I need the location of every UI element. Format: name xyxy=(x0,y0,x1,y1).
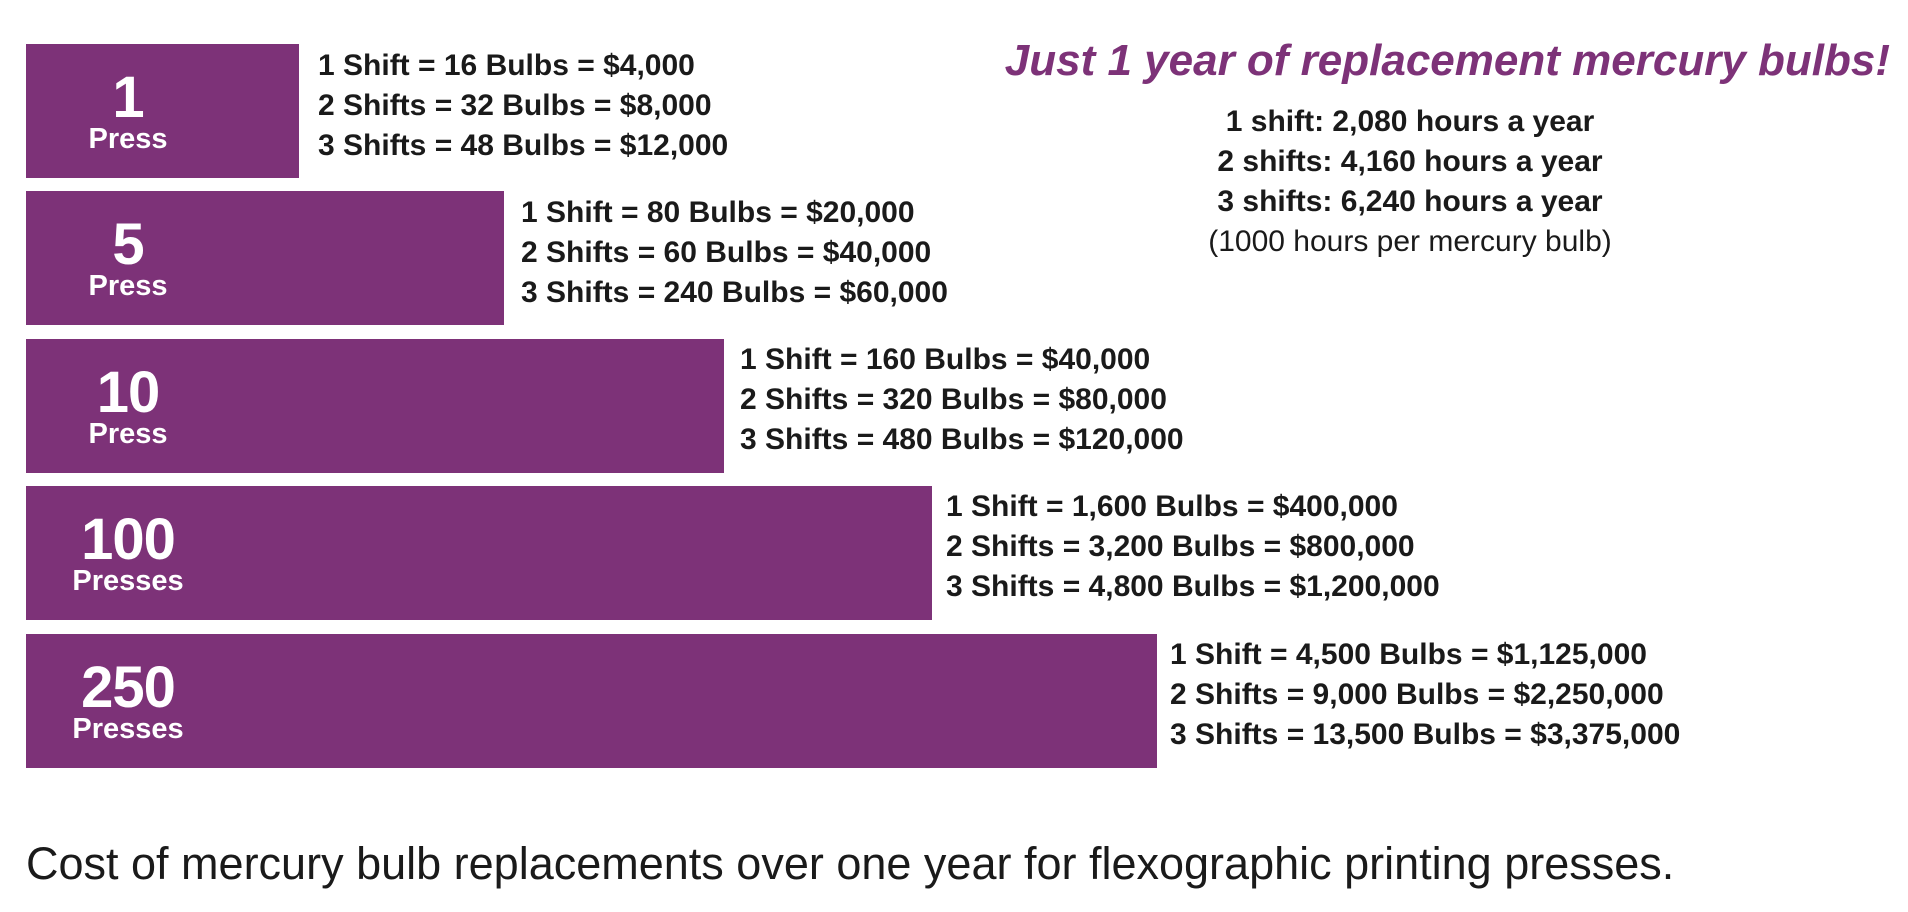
bar-label-10-press: 10 Press xyxy=(26,339,230,473)
bar-number: 10 xyxy=(96,359,161,425)
bar-10-press xyxy=(26,339,724,473)
cost-line: 2 Shifts = 3,200 Bulbs = $800,000 xyxy=(946,530,1415,563)
cost-line: 2 Shifts = 320 Bulbs = $80,000 xyxy=(740,383,1167,416)
bar-label-100-presses: 100 Presses xyxy=(26,486,230,620)
cost-line: 1 Shift = 80 Bulbs = $20,000 xyxy=(521,196,915,229)
cost-line: 1 Shift = 160 Bulbs = $40,000 xyxy=(740,343,1151,376)
bar-label-1-press: 1 Press xyxy=(26,44,230,178)
cost-lines-1-press: 1 Shift = 16 Bulbs = $4,000 2 Shifts = 3… xyxy=(318,46,728,166)
cost-line: 1 Shift = 1,600 Bulbs = $400,000 xyxy=(946,490,1398,523)
bar-unit: Presses xyxy=(72,564,184,597)
hours-note: 3 shifts: 6,240 hours a year xyxy=(1217,185,1603,218)
hours-info: 1 shift: 2,080 hours a year 2 shifts: 4,… xyxy=(1100,102,1720,262)
cost-lines-100-presses: 1 Shift = 1,600 Bulbs = $400,000 2 Shift… xyxy=(946,487,1440,607)
hours-note: 1 shift: 2,080 hours a year xyxy=(1225,105,1595,138)
bar-label-5-press: 5 Press xyxy=(26,191,230,325)
bar-unit: Press xyxy=(88,417,168,450)
bar-100-presses xyxy=(26,486,932,620)
cost-line: 2 Shifts = 9,000 Bulbs = $2,250,000 xyxy=(1170,678,1664,711)
bar-5-press xyxy=(26,191,504,325)
cost-lines-5-press: 1 Shift = 80 Bulbs = $20,000 2 Shifts = … xyxy=(521,193,948,313)
hours-note: 2 shifts: 4,160 hours a year xyxy=(1217,145,1603,178)
cost-line: 1 Shift = 16 Bulbs = $4,000 xyxy=(318,49,695,82)
cost-line: 3 Shifts = 480 Bulbs = $120,000 xyxy=(740,423,1184,456)
bar-1-press xyxy=(26,44,299,178)
bulb-life-note: (1000 hours per mercury bulb) xyxy=(1208,225,1612,258)
cost-line: 3 Shifts = 13,500 Bulbs = $3,375,000 xyxy=(1170,718,1681,751)
chart-title: Just 1 year of replacement mercury bulbs… xyxy=(1004,36,1890,85)
bar-unit: Press xyxy=(88,269,168,302)
cost-line: 3 Shifts = 240 Bulbs = $60,000 xyxy=(521,276,948,309)
bar-250-presses xyxy=(26,634,1157,768)
cost-line: 3 Shifts = 4,800 Bulbs = $1,200,000 xyxy=(946,570,1440,603)
cost-lines-10-press: 1 Shift = 160 Bulbs = $40,000 2 Shifts =… xyxy=(740,340,1184,460)
cost-lines-250-presses: 1 Shift = 4,500 Bulbs = $1,125,000 2 Shi… xyxy=(1170,635,1680,755)
bar-label-250-presses: 250 Presses xyxy=(26,634,230,768)
figure-caption: Cost of mercury bulb replacements over o… xyxy=(26,838,1675,889)
bar-unit: Press xyxy=(88,122,168,155)
bar-unit: Presses xyxy=(72,712,184,745)
cost-line: 2 Shifts = 60 Bulbs = $40,000 xyxy=(521,236,932,269)
cost-line: 2 Shifts = 32 Bulbs = $8,000 xyxy=(318,89,712,122)
cost-line: 3 Shifts = 48 Bulbs = $12,000 xyxy=(318,129,729,162)
bar-number: 5 xyxy=(112,211,144,277)
bar-number: 100 xyxy=(81,506,176,572)
bar-number: 1 xyxy=(112,64,144,130)
cost-line: 1 Shift = 4,500 Bulbs = $1,125,000 xyxy=(1170,638,1647,671)
bar-number: 250 xyxy=(81,654,176,720)
